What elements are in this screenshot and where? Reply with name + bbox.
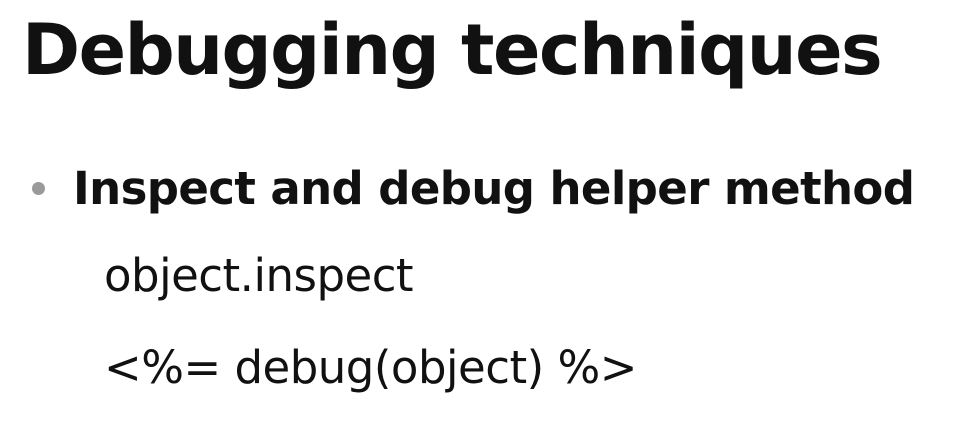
code-line-inspect: object.inspect — [104, 249, 414, 302]
slide-title: Debugging techniques — [22, 9, 883, 91]
code-line-debug: <%= debug(object) %> — [104, 341, 637, 394]
bullet-text: Inspect and debug helper method — [73, 161, 915, 215]
bullet-item: Inspect and debug helper method — [32, 158, 915, 218]
bullet-dot-icon — [32, 181, 45, 195]
